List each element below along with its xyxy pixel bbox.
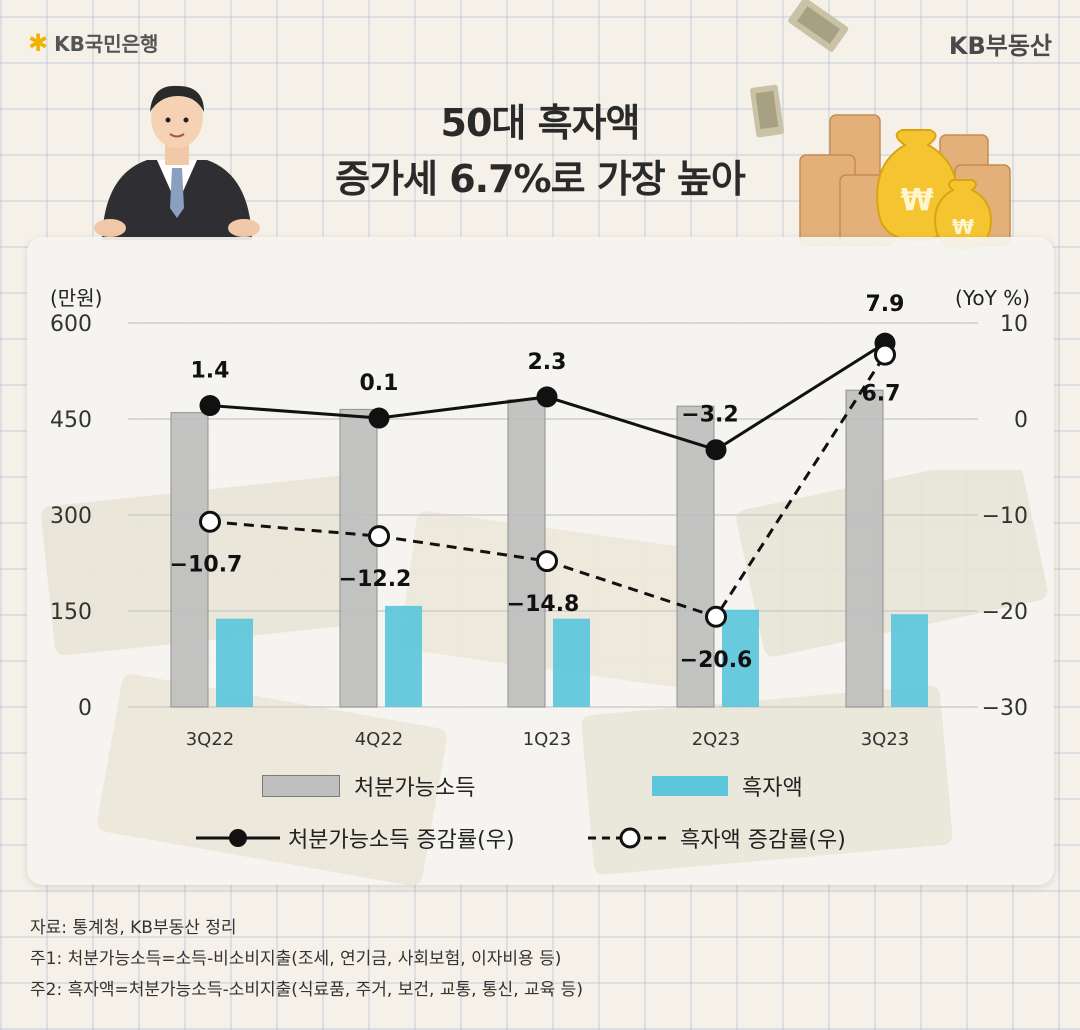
y-left-tick-label: 600 xyxy=(50,312,92,337)
surplus-growth-data-label: −10.7 xyxy=(170,553,243,578)
kb-realestate-logo: KB부동산 xyxy=(949,26,1052,61)
legend-label-surplus-line: 흑자액 증감률(우) xyxy=(680,828,846,853)
income-bar xyxy=(170,412,209,708)
surplus-growth-line xyxy=(209,353,887,619)
legend-item-surplus-line: 흑자액 증감률(우) xyxy=(588,822,846,854)
kb-bank-logo-text: KB국민은행 xyxy=(54,32,159,56)
kb-star-icon: ✱ xyxy=(28,28,49,57)
banknote-background-pattern xyxy=(41,470,1048,885)
legend-marker-solid-line xyxy=(196,829,280,847)
legend-label-income-bar: 처분가능소득 xyxy=(354,776,476,801)
y-right-tick-label: −10 xyxy=(982,504,1028,529)
income-bar xyxy=(339,408,378,708)
surplus-growth-data-label: −20.6 xyxy=(680,648,753,673)
legend-swatch-cyan xyxy=(652,776,728,796)
surplus-growth-data-label: 6.7 xyxy=(862,382,901,407)
footnote-note1: 주1: 처분가능소득=소득-비소비지출(조세, 연기금, 사회보험, 이자비용 … xyxy=(30,949,562,969)
footnote-note2: 주2: 흑자액=처분가능소득-소비지출(식료품, 주거, 보건, 교통, 통신,… xyxy=(30,980,583,1000)
coins-moneybag-illustration: ₩ ₩ xyxy=(799,114,1011,250)
y-left-tick-label: 450 xyxy=(50,408,92,433)
legend-item-income-line: 처분가능소득 증감률(우) xyxy=(196,822,515,854)
surplus-growth-data-label: −12.2 xyxy=(339,567,412,592)
banknote-icon xyxy=(788,0,849,52)
surplus-growth-point xyxy=(536,550,558,573)
legend-item-income-bar: 처분가능소득 xyxy=(262,770,475,802)
legend-label-income-line: 처분가능소득 증감률(우) xyxy=(288,828,515,853)
income-bar xyxy=(845,389,884,708)
footnote-source: 자료: 통계청, KB부동산 정리 xyxy=(30,918,237,938)
surplus-growth-point xyxy=(368,525,390,548)
income-growth-point xyxy=(705,439,727,461)
businessman-illustration xyxy=(94,85,260,240)
surplus-bar xyxy=(385,605,422,707)
income-growth-data-label: 7.9 xyxy=(866,292,905,317)
legend-label-surplus-bar: 흑자액 xyxy=(742,776,803,801)
legend-item-surplus-bar: 흑자액 xyxy=(652,770,803,802)
svg-text:₩: ₩ xyxy=(952,215,974,239)
kb-bank-logo: ✱ KB국민은행 xyxy=(28,28,158,57)
y-right-tick-label: −30 xyxy=(982,696,1028,721)
x-tick-label: 3Q23 xyxy=(861,729,910,750)
surplus-bar xyxy=(722,609,759,707)
y-right-axis-title: (YoY %) xyxy=(955,286,1030,310)
surplus-growth-point xyxy=(199,510,221,533)
income-growth-data-label: 2.3 xyxy=(528,350,567,375)
footnotes: 자료: 통계청, KB부동산 정리 주1: 처분가능소득=소득-비소비지출(조세… xyxy=(30,913,583,1006)
y-left-tick-label: 150 xyxy=(50,600,92,625)
surplus-bar xyxy=(891,614,928,707)
income-growth-point xyxy=(368,407,390,429)
y-right-tick-label: 0 xyxy=(1014,408,1028,433)
headline-line-1: 50대 흑자액 xyxy=(440,101,641,145)
y-left-axis-title: (만원) xyxy=(50,286,102,310)
legend-marker-dashed-line xyxy=(588,827,672,849)
y-left-tick-label: 300 xyxy=(50,504,92,529)
surplus-bar xyxy=(553,618,590,707)
surplus-growth-data-label: −14.8 xyxy=(507,592,580,617)
income-growth-data-label: 0.1 xyxy=(360,371,399,396)
y-right-tick-label: −20 xyxy=(982,600,1028,625)
y-left-tick-label: 0 xyxy=(78,696,92,721)
y-right-tick-label: 10 xyxy=(1000,312,1028,337)
x-tick-label: 1Q23 xyxy=(523,729,572,750)
income-growth-point xyxy=(199,395,221,417)
legend-swatch-gray xyxy=(262,775,340,797)
surplus-growth-point xyxy=(874,343,896,366)
x-tick-label: 4Q22 xyxy=(355,729,404,750)
headline-line-2: 증가세 6.7%로 가장 높아 xyxy=(335,157,746,201)
income-growth-data-label: −3.2 xyxy=(681,403,738,428)
svg-text:₩: ₩ xyxy=(900,183,933,218)
income-growth-point xyxy=(536,386,558,408)
banknote-icon xyxy=(750,84,784,138)
surplus-bar xyxy=(216,618,253,707)
income-bar xyxy=(676,405,715,708)
x-tick-label: 3Q22 xyxy=(186,729,235,750)
x-tick-label: 2Q23 xyxy=(692,729,741,750)
income-bar xyxy=(507,399,546,708)
kb-realestate-logo-text: KB부동산 xyxy=(948,32,1052,60)
surplus-growth-point xyxy=(705,605,727,628)
income-growth-data-label: 1.4 xyxy=(191,359,230,384)
